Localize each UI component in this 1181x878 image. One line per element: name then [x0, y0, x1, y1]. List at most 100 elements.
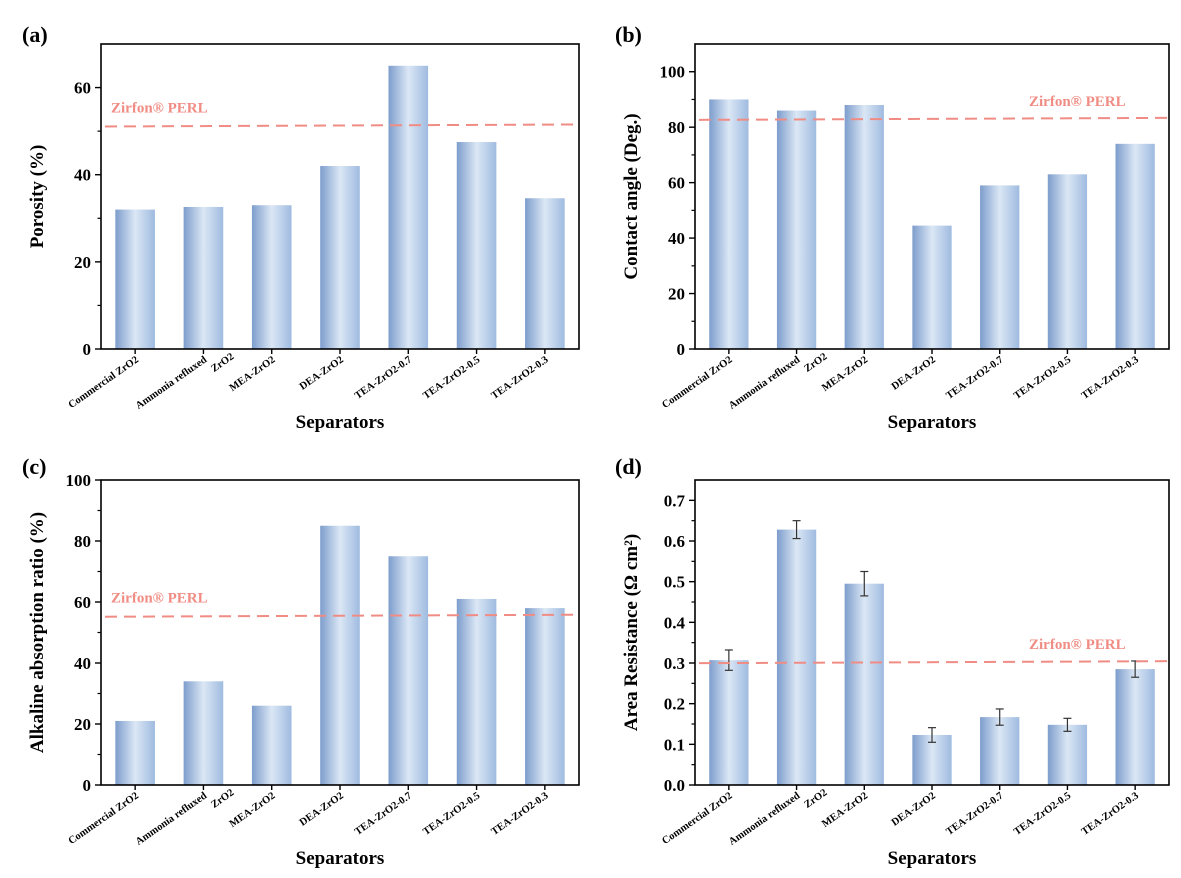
bar — [912, 225, 952, 349]
y-tick-label: 80 — [668, 118, 685, 137]
y-tick-label: 0.3 — [664, 654, 685, 673]
x-tick-label: Ammonia refluxedZrO2 — [134, 341, 236, 423]
x-tick-label: TEA-ZrO2-0.5 — [421, 354, 482, 401]
y-tick-label: 40 — [74, 166, 91, 185]
reference-line — [104, 123, 578, 128]
error-bar — [792, 520, 801, 540]
reference-line — [698, 660, 1168, 665]
y-tick-label: 20 — [74, 715, 91, 734]
y-tick-label: 0 — [83, 776, 92, 795]
y-tick-label: 20 — [74, 253, 91, 272]
x-tick-label: TEA-ZrO2-0.3 — [490, 354, 551, 401]
x-tick-label: DEA-ZrO2 — [298, 354, 346, 392]
y-tick-label: 0.6 — [664, 532, 685, 551]
bar — [525, 608, 565, 785]
plot-area: Zirfon® PERL 0 20 40 60 Commercial ZrO2Ammoni… — [27, 43, 580, 433]
y-tick-label: 40 — [668, 229, 685, 248]
panel-a: (a) Zirfon® PERL 0 20 40 60 Commercial ZrO2Am… — [22, 22, 580, 433]
y-tick-label: 0.4 — [664, 613, 686, 632]
panel-d: (d) Zirfon® PERL 0.0 0.1 0.2 0.3 0.4 0.5 0.6 0.7… — [615, 454, 1170, 869]
panel-b: (b) Zirfon® PERL 0 20 40 60 80 100 Commercial Z… — [615, 22, 1170, 433]
panel-c: (c) Zirfon® PERL 0 20 40 60 80 100 Commercial Z… — [22, 454, 580, 869]
x-axis-label: Separators — [888, 412, 977, 433]
x-tick-label: TEA-ZrO2-0.5 — [1012, 354, 1073, 401]
y-axis-label: Porosity (%) — [27, 145, 48, 249]
bar — [844, 583, 884, 785]
bar — [980, 717, 1020, 785]
x-tick-label: Commercial ZrO2 — [67, 790, 141, 847]
bar — [1047, 174, 1088, 349]
bar — [980, 185, 1020, 349]
x-tick-label: Commercial ZrO2 — [660, 790, 734, 847]
bar — [388, 65, 429, 350]
reference-label: Zirfon® PERL — [111, 591, 208, 607]
x-tick-label: Ammonia refluxedZrO2 — [727, 341, 829, 423]
x-axis-label: Separators — [888, 848, 977, 869]
y-tick-label: 100 — [660, 63, 686, 82]
x-tick-label: DEA-ZrO2 — [890, 790, 938, 828]
panel-label: (c) — [22, 454, 46, 479]
bar — [183, 206, 224, 349]
x-tick-label: TEA-ZrO2-0.7 — [353, 790, 414, 837]
y-tick-label: 40 — [74, 654, 91, 673]
bar — [1115, 143, 1155, 349]
error-bar — [1063, 717, 1072, 732]
y-tick-label: 0.5 — [664, 573, 685, 592]
x-tick-label: TEA-ZrO2-0.5 — [421, 790, 482, 837]
error-bar — [724, 649, 733, 671]
bar — [320, 525, 360, 785]
x-tick-label: DEA-ZrO2 — [298, 790, 346, 828]
error-bar — [928, 727, 936, 743]
x-tick-label: TEA-ZrO2-0.7 — [944, 354, 1005, 401]
y-axis-label: Area Resistance (Ω cm²) — [621, 534, 642, 731]
bar — [456, 142, 497, 349]
bar — [844, 105, 884, 349]
y-tick-label: 20 — [668, 285, 685, 304]
reference-label: Zirfon® PERL — [111, 100, 208, 116]
y-tick-label: 0.2 — [664, 695, 685, 714]
panel-label: (b) — [615, 22, 642, 47]
bar — [912, 734, 952, 785]
y-tick-label: 80 — [74, 532, 91, 551]
y-tick-label: 100 — [66, 471, 92, 490]
y-tick-label: 0.7 — [664, 491, 686, 510]
bar — [251, 705, 292, 785]
bar — [115, 720, 155, 785]
x-tick-label: Ammonia refluxedZrO2 — [727, 777, 829, 859]
y-tick-label: 60 — [668, 174, 685, 193]
y-tick-label: 0 — [677, 340, 686, 359]
x-tick-label: TEA-ZrO2-0.7 — [353, 354, 414, 401]
plot-area: Zirfon® PERL 0.0 0.1 0.2 0.3 0.4 0.5 0.6 0.7 Comm… — [621, 479, 1170, 869]
y-tick-label: 0 — [83, 340, 92, 359]
bar — [776, 529, 817, 785]
y-tick-label: 0.0 — [664, 776, 685, 795]
bar — [183, 681, 224, 785]
x-tick-label: Ammonia refluxedZrO2 — [134, 777, 236, 859]
panel-label: (d) — [615, 454, 642, 479]
bar — [776, 110, 817, 349]
y-tick-label: 60 — [74, 79, 91, 98]
bar — [1115, 669, 1155, 785]
y-axis-label: Alkaline absorption ratio (%) — [27, 512, 48, 753]
x-axis-label: Separators — [296, 848, 385, 869]
panel-label: (a) — [22, 22, 48, 47]
bar — [320, 166, 360, 349]
bar — [1047, 724, 1088, 785]
plot-area: Zirfon® PERL 0 20 40 60 80 100 Commercial ZrO2A… — [621, 43, 1170, 433]
error-bar — [860, 570, 869, 597]
x-tick-label: TEA-ZrO2-0.5 — [1012, 790, 1073, 837]
reference-label: Zirfon® PERL — [1029, 94, 1126, 110]
reference-line — [104, 613, 578, 618]
reference-line — [698, 116, 1168, 121]
y-tick-label: 0.1 — [664, 735, 685, 754]
y-tick-label: 60 — [74, 593, 91, 612]
bar — [709, 660, 749, 785]
x-tick-label: TEA-ZrO2-0.3 — [490, 790, 551, 837]
x-tick-label: Commercial ZrO2 — [660, 354, 734, 411]
reference-label: Zirfon® PERL — [1029, 637, 1126, 653]
bar — [251, 205, 292, 349]
y-axis-label: Contact angle (Deg.) — [621, 113, 642, 279]
bar — [525, 198, 565, 349]
